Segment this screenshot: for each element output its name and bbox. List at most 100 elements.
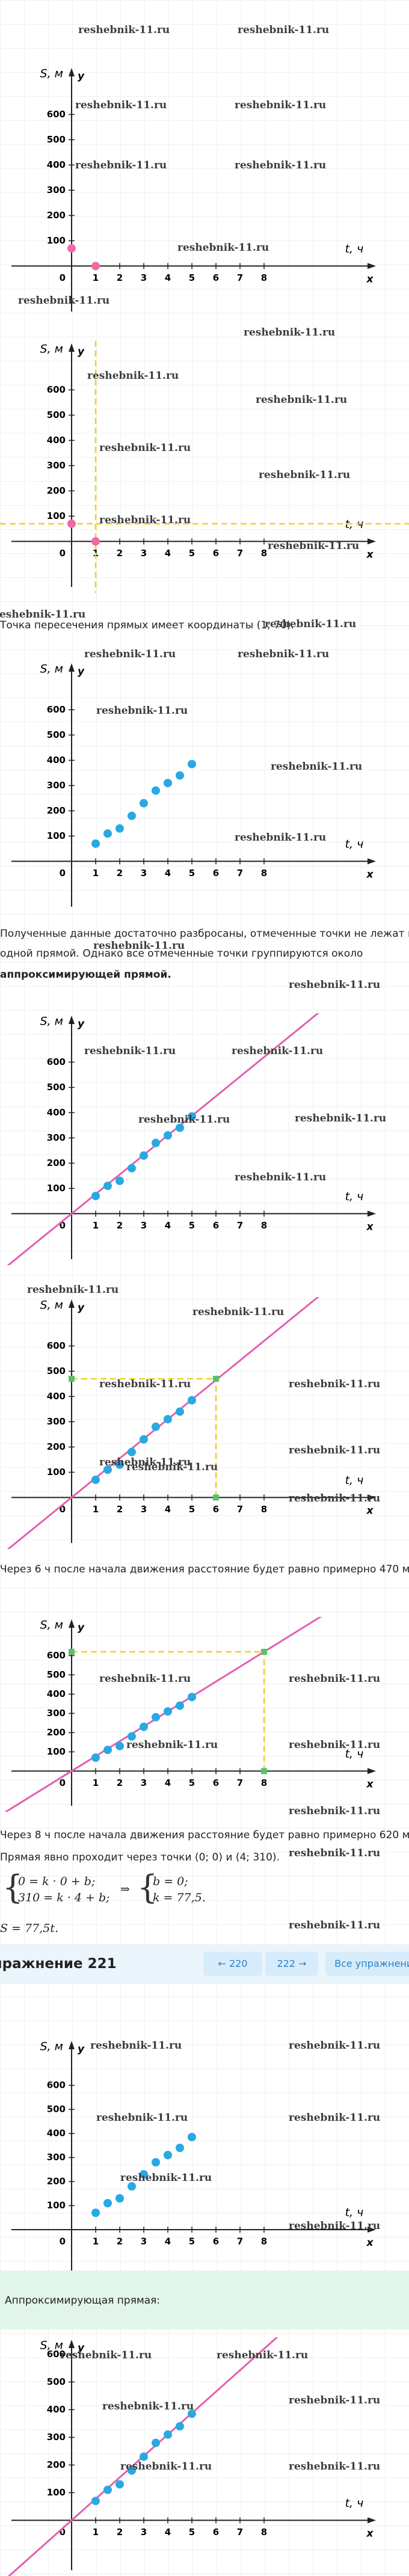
y-tick-label: 600 bbox=[47, 384, 66, 394]
equation: 0 = k · 0 + b; bbox=[18, 1875, 96, 1888]
watermark: reshebnik-11.ru bbox=[289, 979, 381, 991]
next-button[interactable]: 222 → bbox=[265, 1952, 318, 1976]
origin-label: 0 bbox=[60, 272, 66, 283]
prev-button[interactable]: ← 220 bbox=[203, 1952, 262, 1976]
brace: { bbox=[137, 1868, 158, 1906]
watermark: reshebnik-11.ru bbox=[295, 1112, 387, 1124]
x-tick-label: 6 bbox=[213, 2236, 219, 2247]
y-tick-label: 500 bbox=[47, 133, 66, 144]
watermark: reshebnik-11.ru bbox=[289, 2040, 381, 2052]
y-tick-label: 400 bbox=[47, 1390, 66, 1401]
paragraph: Прямая явно проходит через точки (0; 0) … bbox=[0, 1851, 280, 1863]
point bbox=[91, 2496, 100, 2505]
paragraph: Полученные данные достаточно разбросаны,… bbox=[0, 928, 409, 940]
point bbox=[115, 1176, 124, 1185]
x-axis-name: x bbox=[366, 2527, 374, 2539]
watermark: reshebnik-11.ru bbox=[289, 2394, 381, 2406]
watermark: reshebnik-11.ru bbox=[84, 648, 176, 660]
watermark: reshebnik-11.ru bbox=[289, 1847, 381, 1859]
point bbox=[67, 244, 76, 253]
watermark: reshebnik-11.ru bbox=[96, 2112, 188, 2124]
y-tick-label: 300 bbox=[47, 2152, 66, 2163]
point bbox=[115, 1460, 124, 1469]
x-tick-label: 7 bbox=[237, 1219, 243, 1230]
watermark: reshebnik-11.ru bbox=[99, 1673, 191, 1685]
implies: ⇒ bbox=[120, 1883, 130, 1896]
x-tick-label: 7 bbox=[237, 2526, 243, 2537]
x-arrow bbox=[367, 1767, 376, 1774]
point bbox=[140, 1722, 148, 1731]
point bbox=[115, 2480, 124, 2489]
y-tick-label: 300 bbox=[47, 459, 66, 470]
point bbox=[152, 786, 160, 795]
x-axis-label: t, ч bbox=[345, 1747, 364, 1760]
x-arrow bbox=[367, 538, 376, 544]
x-axis-name: x bbox=[366, 1504, 374, 1516]
y-tick-label: 400 bbox=[47, 754, 66, 765]
equation: 310 = k · 4 + b; bbox=[18, 1891, 110, 1904]
x-axis-label: t, ч bbox=[345, 2496, 364, 2509]
paragraph: одной прямой. Однако все отмеченные точк… bbox=[0, 948, 363, 960]
x-axis-name: x bbox=[366, 548, 374, 560]
point bbox=[176, 1701, 184, 1710]
x-tick-label: 8 bbox=[261, 272, 267, 283]
x-tick-label: 5 bbox=[189, 547, 195, 558]
fit-line bbox=[4, 1616, 322, 1812]
watermark: reshebnik-11.ru bbox=[93, 940, 185, 952]
watermark: reshebnik-11.ru bbox=[238, 24, 330, 36]
guide-marker bbox=[261, 1767, 267, 1774]
y-tick-label: 500 bbox=[47, 1365, 66, 1376]
y-tick-label: 400 bbox=[47, 1688, 66, 1699]
x-tick-label: 5 bbox=[189, 2526, 195, 2537]
x-arrow bbox=[367, 1210, 376, 1216]
y-tick-label: 600 bbox=[47, 108, 66, 119]
watermark: reshebnik-11.ru bbox=[289, 1492, 381, 1504]
x-tick-label: 2 bbox=[117, 1777, 123, 1788]
x-axis-label: t, ч bbox=[345, 517, 364, 530]
x-arrow bbox=[367, 857, 376, 864]
point bbox=[164, 2151, 172, 2159]
watermark: reshebnik-11.ru bbox=[289, 1739, 381, 1751]
watermark: reshebnik-11.ru bbox=[75, 159, 167, 171]
point bbox=[91, 839, 100, 848]
paragraph: Через 6 ч после начала движения расстоян… bbox=[0, 1563, 409, 1575]
y-axis-name: y bbox=[78, 2342, 85, 2354]
origin-label: 0 bbox=[60, 1503, 66, 1514]
point bbox=[188, 2133, 196, 2141]
x-tick-label: 7 bbox=[237, 1777, 243, 1788]
x-tick-label: 5 bbox=[189, 272, 195, 283]
equation: b = 0; bbox=[153, 1875, 188, 1888]
point bbox=[152, 1422, 160, 1431]
x-tick-label: 6 bbox=[213, 272, 219, 283]
watermark: reshebnik-11.ru bbox=[271, 761, 363, 773]
x-tick-label: 6 bbox=[213, 1503, 219, 1514]
x-tick-label: 4 bbox=[165, 2526, 171, 2537]
x-tick-label: 6 bbox=[213, 1219, 219, 1230]
x-tick-label: 8 bbox=[261, 867, 267, 878]
watermark: reshebnik-11.ru bbox=[120, 2461, 212, 2473]
point bbox=[140, 2452, 148, 2461]
y-tick-label: 500 bbox=[47, 409, 66, 420]
point bbox=[91, 536, 100, 545]
point bbox=[128, 1447, 136, 1456]
point bbox=[103, 2199, 112, 2207]
y-axis-label: S, м bbox=[40, 1618, 63, 1631]
y-tick-label: 200 bbox=[47, 209, 66, 220]
watermark: reshebnik-11.ru bbox=[289, 2461, 381, 2473]
all-button[interactable]: Все упражнения bbox=[325, 1952, 409, 1976]
x-tick-label: 4 bbox=[165, 2236, 171, 2247]
watermark: reshebnik-11.ru bbox=[235, 159, 327, 171]
point bbox=[176, 2421, 184, 2430]
fit-line bbox=[7, 2337, 278, 2576]
watermark: reshebnik-11.ru bbox=[75, 99, 167, 111]
x-tick-label: 1 bbox=[93, 2526, 99, 2537]
x-tick-label: 2 bbox=[117, 272, 123, 283]
x-tick-label: 5 bbox=[189, 867, 195, 878]
guide-marker bbox=[213, 1375, 219, 1382]
x-tick-label: 7 bbox=[237, 547, 243, 558]
callout: Аппроксимирующая прямая: bbox=[0, 2271, 409, 2329]
y-arrow bbox=[69, 2041, 75, 2049]
